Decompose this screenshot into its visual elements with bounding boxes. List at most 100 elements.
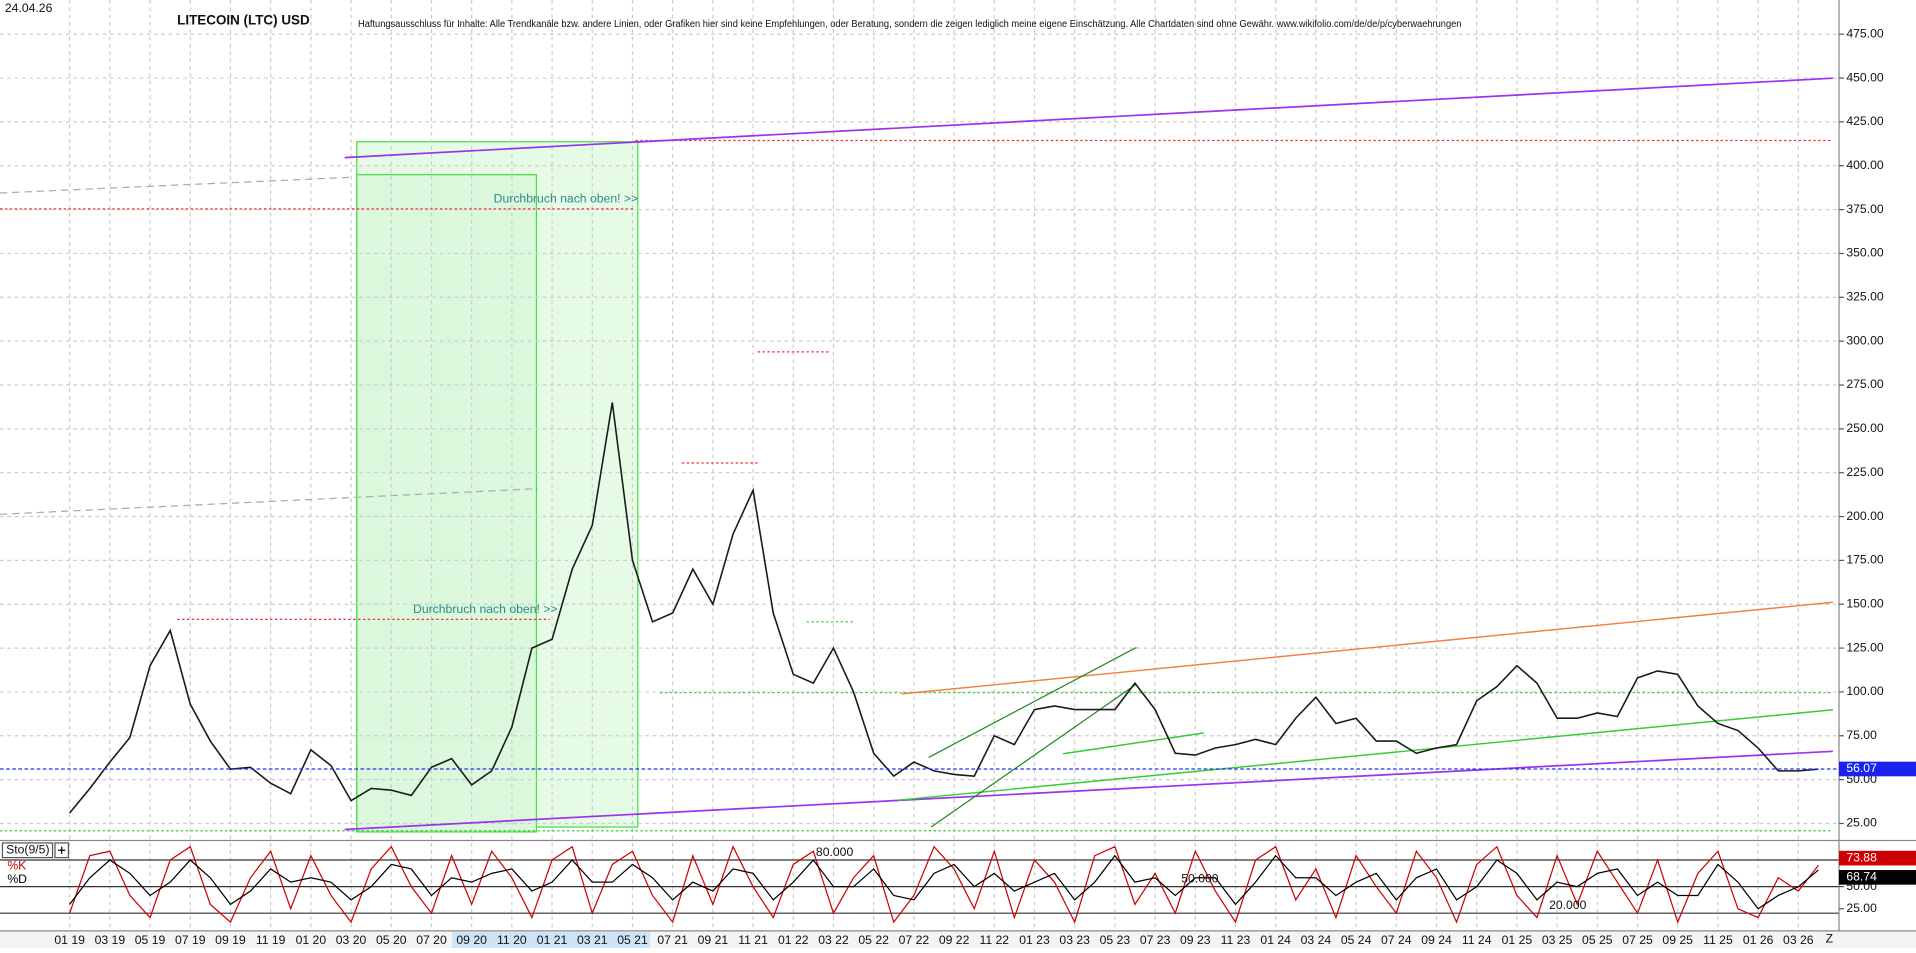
y-tick-label: 275.00 (1846, 377, 1884, 391)
x-tick-label: 11 21 (738, 933, 768, 947)
y-tick-label: 100.00 (1846, 684, 1884, 698)
x-tick-label: 05 25 (1582, 933, 1613, 947)
indicator-title: Sto(9/5) (6, 842, 49, 856)
x-highlight (452, 932, 651, 948)
last-price-tag (1839, 761, 1916, 777)
trend-line (0, 488, 538, 515)
x-tick-label: 07 19 (175, 933, 206, 947)
x-tick-label: 09 24 (1421, 933, 1452, 947)
y-tick-label: 225.00 (1846, 465, 1884, 479)
x-tick-label: 05 21 (617, 933, 648, 947)
y-tick-label: 375.00 (1846, 202, 1884, 216)
x-tick-label: 03 19 (95, 933, 126, 947)
y-tick-label: 75.00 (1846, 728, 1877, 742)
x-end-label: Z (1826, 932, 1834, 946)
y-tick-label: 300.00 (1846, 333, 1884, 347)
x-tick-label: 09 25 (1662, 933, 1693, 947)
x-tick-label: 07 22 (899, 933, 930, 947)
x-tick-label: 09 20 (456, 933, 487, 947)
x-tick-label: 01 25 (1502, 933, 1533, 947)
x-tick-label: 07 21 (657, 933, 688, 947)
y-tick-label: 325.00 (1846, 290, 1884, 304)
x-tick-label: 09 19 (215, 933, 246, 947)
x-tick-label: 07 23 (1140, 933, 1171, 947)
x-tick-label: 01 20 (296, 933, 327, 947)
y-tick-label: 200.00 (1846, 509, 1884, 523)
labels: 25.0050.0075.00100.00125.00150.00175.002… (7, 26, 1916, 947)
trend-line (344, 77, 1833, 159)
series-line (69, 402, 1819, 814)
x-tick-label: 03 20 (336, 933, 367, 947)
value-tag-label: 73.88 (1846, 850, 1877, 864)
trend-line (1062, 732, 1204, 755)
level-label: 50.000 (1181, 872, 1219, 886)
x-tick-label: 05 23 (1100, 933, 1131, 947)
y-tick-label: 175.00 (1846, 553, 1884, 567)
x-tick-label: 03 21 (577, 933, 608, 947)
x-tick-label: 05 24 (1341, 933, 1372, 947)
x-tick-label: 07 24 (1381, 933, 1412, 947)
y-tick-label: 400.00 (1846, 158, 1884, 172)
annotation: Durchbruch nach oben! >> (413, 602, 558, 616)
x-tick-label: 03 23 (1059, 933, 1090, 947)
x-tick-label: 03 22 (818, 933, 849, 947)
value-tag-label: 68.74 (1846, 870, 1877, 884)
drawings (0, 77, 1833, 832)
y-tick-label: 250.00 (1846, 421, 1884, 435)
trend-line (901, 601, 1833, 695)
x-tick-label: 01 19 (54, 933, 85, 947)
expand-icon[interactable] (58, 846, 66, 854)
date: 24.04.26 (5, 1, 53, 15)
y-tick-label: 150.00 (1846, 596, 1884, 610)
x-tick-label: 05 20 (376, 933, 407, 947)
plot (0, 402, 1840, 924)
x-tick-label: 09 23 (1180, 933, 1211, 947)
series-line (69, 854, 1819, 910)
legend-entry: %D (7, 872, 27, 886)
trend-line (930, 683, 1137, 828)
x-tick-label: 03 26 (1783, 933, 1814, 947)
x-tick-label: 01 24 (1260, 933, 1291, 947)
trend-line (898, 709, 1833, 801)
x-tick-label: 11 24 (1462, 933, 1492, 947)
x-tick-label: 01 21 (537, 933, 568, 947)
range-box (356, 174, 538, 833)
indicator-box (1, 842, 54, 859)
level-label: 20.000 (1549, 898, 1587, 912)
y-tick-label: 425.00 (1846, 114, 1884, 128)
x-tick-label: 07 25 (1622, 933, 1653, 947)
last-price-label: 56.07 (1846, 761, 1877, 775)
x-tick-label: 05 19 (135, 933, 166, 947)
y-tick-label: 25.00 (1846, 901, 1877, 915)
y-tick-label: 450.00 (1846, 70, 1884, 84)
series-line (69, 845, 1819, 924)
y-tick-label: 125.00 (1846, 640, 1884, 654)
x-tick-label: 07 20 (416, 933, 447, 947)
x-tick-label: 11 20 (497, 933, 527, 947)
x-tick-label: 11 19 (256, 933, 286, 947)
value-tag (1839, 850, 1916, 866)
annotation: Durchbruch nach oben! >> (494, 191, 639, 205)
value-tag (1839, 870, 1916, 885)
trend-line (0, 176, 355, 194)
legend-entry: %K (7, 858, 26, 872)
grid (0, 0, 1840, 931)
level-label: 80.000 (816, 845, 854, 859)
x-tick-label: 03 24 (1301, 933, 1332, 947)
y-tick-label: 25.00 (1846, 816, 1877, 830)
x-tick-label: 11 23 (1221, 933, 1251, 947)
x-tick-label: 11 25 (1703, 933, 1733, 947)
trend-line (344, 750, 1833, 831)
x-tick-label: 03 25 (1542, 933, 1573, 947)
x-tick-label: 09 22 (939, 933, 970, 947)
y-tick-label: 475.00 (1846, 26, 1884, 40)
chart-title: LITECOIN (LTC) USD (177, 12, 310, 27)
x-tick-label: 01 23 (1019, 933, 1050, 947)
x-tick-label: 11 22 (979, 933, 1009, 947)
disclaimer: Haftungsausschluss für Inhalte: Alle Tre… (358, 19, 1461, 30)
x-tick-label: 01 26 (1743, 933, 1774, 947)
x-tick-label: 05 22 (858, 933, 889, 947)
